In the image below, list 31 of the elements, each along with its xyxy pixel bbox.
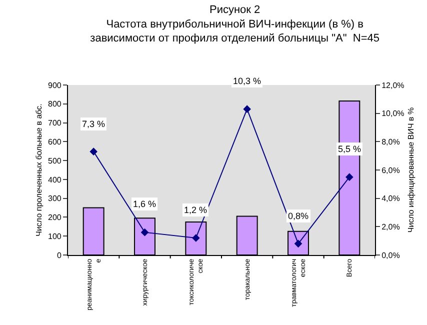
- y-tick-label: 900: [48, 80, 62, 90]
- point: [346, 173, 354, 181]
- point: [192, 234, 200, 242]
- y-tick-label: 800: [48, 100, 62, 109]
- y-tick-label: 400: [48, 175, 62, 184]
- y-tick-label: 700: [48, 118, 62, 128]
- data-label: 7,3 %: [82, 119, 106, 129]
- data-label: 0,8%: [288, 211, 309, 221]
- data-label: 10,3 %: [233, 76, 262, 86]
- y2-tick-label: 2,0%: [382, 222, 400, 232]
- y-tick-label: 500: [48, 156, 62, 166]
- y2-tick-label: 12,0%: [382, 80, 404, 90]
- y2-tick-label: 8,0%: [382, 137, 400, 146]
- point: [90, 148, 98, 156]
- y-tick-label: 100: [48, 232, 62, 241]
- y2-tick-label: 6,0%: [382, 166, 400, 175]
- y-tick-label: 0: [56, 250, 62, 260]
- y-axis-title: Число пролеченных больные в абс.: [34, 104, 44, 236]
- point: [243, 105, 251, 113]
- point: [140, 228, 149, 236]
- data-label: 5,5 %: [338, 144, 362, 154]
- y2-axis-title: Число инфицированные ВИЧ в %: [406, 107, 416, 233]
- chart-title: Рисунок 2 Частота внутрибольничной ВИЧ-инфекции (в %) в зависимости от профиля отделений больницы "А" N=45: [90, 4, 380, 45]
- y-tick-label: 600: [48, 137, 62, 146]
- y-tick-label: 200: [48, 213, 62, 222]
- data-label: 1,6 %: [133, 199, 156, 209]
- y2-tick-label: 0,0%: [382, 250, 400, 260]
- y-tick-label: 300: [48, 194, 62, 204]
- data-label: 1,2 %: [184, 205, 208, 215]
- y2-tick-label: 10,0%: [382, 109, 404, 118]
- y2-tick-label: 4,0%: [382, 194, 400, 204]
